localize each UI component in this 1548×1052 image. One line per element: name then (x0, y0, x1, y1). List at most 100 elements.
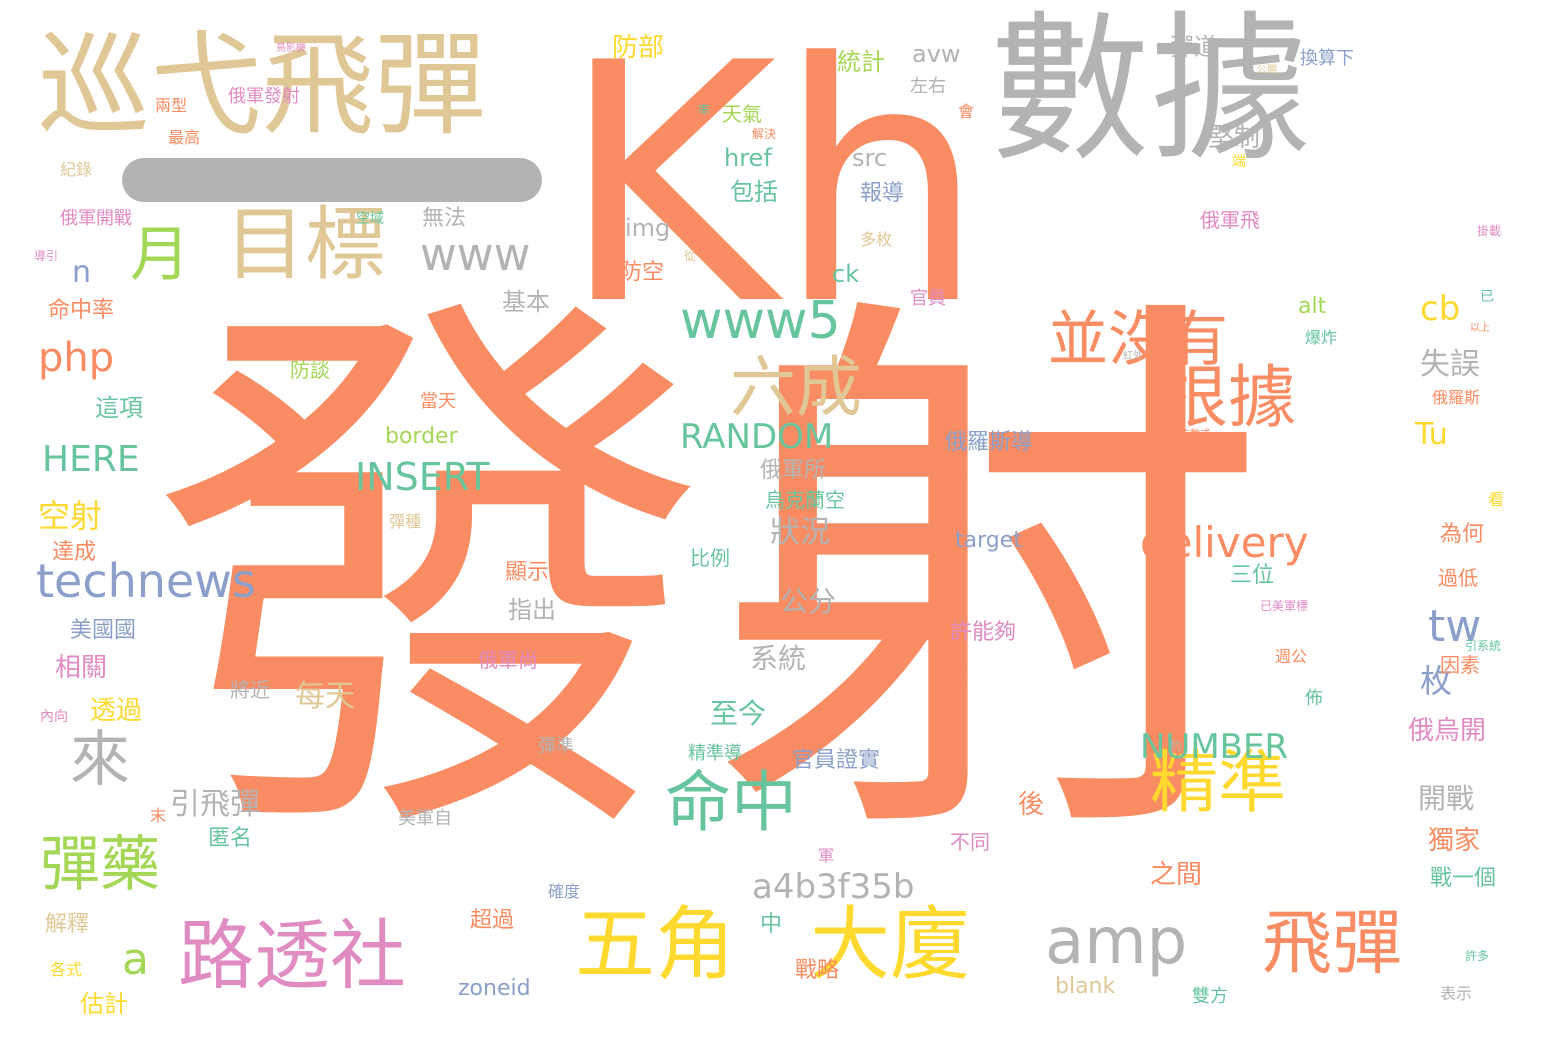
word-60: border (385, 424, 458, 449)
word-74: 顯示 (505, 560, 550, 585)
word-131: 末 (150, 806, 167, 825)
word-37: 換算下 (1300, 48, 1354, 69)
word-122: 已 (1480, 289, 1494, 305)
word-44: 包括 (730, 178, 778, 206)
word-30: a (122, 934, 149, 985)
word-26: a4b3f35b (752, 867, 915, 907)
word-2: 數據 (990, 0, 1311, 183)
word-84: 將近 (230, 678, 270, 702)
word-141: 鳥影機 (276, 43, 306, 54)
word-110: 估計 (80, 990, 128, 1018)
word-83: 每天 (295, 679, 355, 714)
word-120: 解決 (752, 127, 777, 141)
word-31: n (72, 255, 92, 290)
word-88: 因素 (1440, 653, 1480, 677)
word-90: 俄烏開 (1408, 716, 1487, 746)
word-123: 看 (1488, 490, 1505, 509)
word-135: 以上 (1470, 323, 1490, 334)
word-52: 基本 (502, 288, 550, 316)
word-14: 精準 (1150, 744, 1287, 823)
word-47: img (625, 214, 671, 242)
word-116: 紀錄 (60, 160, 93, 179)
word-18: 大廈 (810, 898, 970, 991)
word-134: 掛載 (1477, 224, 1502, 238)
word-104: 解釋 (45, 912, 90, 937)
word-35: avw (912, 40, 961, 68)
word-45: 報導 (860, 181, 905, 206)
word-68: target (955, 528, 1022, 553)
word-89: 官員證實 (792, 748, 881, 773)
word-15: 彈藥 (40, 830, 160, 900)
word-51: ck (832, 260, 860, 288)
word-5: 目標 (225, 198, 385, 291)
word-142: Su (1149, 581, 1165, 595)
word-11: 六成 (730, 349, 862, 426)
word-136: 紅外 (1123, 351, 1143, 362)
word-137: 主動式 (1180, 429, 1210, 440)
word-62: 失誤 (1420, 347, 1480, 382)
word-67: 狀況 (770, 515, 830, 550)
word-96: 後 (1018, 790, 1045, 820)
word-23: INSERT (355, 455, 490, 499)
word-133: 端 (1232, 154, 1246, 170)
word-107: zoneid (458, 976, 531, 1001)
word-73: 比例 (690, 546, 730, 570)
word-108: blank (1055, 974, 1116, 999)
word-53: 官員 (910, 288, 946, 309)
word-72: 過低 (1438, 566, 1478, 590)
word-0: 發射 (150, 254, 1270, 906)
word-12: 來 (70, 725, 130, 795)
word-102: 中 (760, 912, 783, 937)
word-75: 指出 (508, 596, 556, 624)
word-56: 命中率 (48, 298, 115, 323)
word-54: alt (1298, 294, 1327, 319)
word-97: 不同 (950, 830, 990, 854)
word-65: 空射 (38, 497, 103, 535)
word-115: 最高 (168, 128, 201, 147)
word-50: 防空 (620, 260, 665, 285)
word-80: 俄軍尚 (478, 648, 538, 672)
word-78: 美國國 (70, 618, 137, 643)
word-bar-dash (122, 158, 542, 202)
word-140: 公開 (1257, 65, 1277, 76)
word-25: NUMBER (1140, 727, 1289, 767)
word-43: 堅制 (1208, 123, 1261, 153)
word-19: amp (1045, 905, 1188, 979)
word-48: 多枚 (860, 230, 893, 249)
word-55: 爆炸 (1305, 328, 1338, 347)
word-82: 枚 (1420, 662, 1453, 700)
word-118: 會 (958, 102, 975, 121)
word-3: 巡弋飛彈 (38, 21, 486, 151)
word-94: 引飛彈 (170, 787, 260, 822)
word-114: 兩型 (155, 96, 188, 115)
word-46: 無法 (422, 206, 467, 231)
word-8: www5 (680, 291, 841, 351)
word-125: 引系統 (1465, 639, 1502, 653)
word-29: cb (1420, 289, 1461, 329)
word-119: 率 (698, 103, 711, 117)
word-126: 各式 (50, 960, 83, 979)
word-70: 為何 (1440, 522, 1485, 547)
word-59: 當天 (420, 391, 456, 412)
word-57: 這項 (95, 394, 143, 422)
word-58: 防談 (290, 358, 330, 382)
word-77: 許能夠 (950, 620, 1017, 645)
word-132: 許多 (1465, 949, 1490, 963)
word-20: 飛彈 (1262, 902, 1402, 984)
word-9: 並沒有 (1048, 305, 1228, 375)
word-101: 戰一個 (1430, 866, 1497, 891)
word-42: src (852, 144, 888, 172)
word-113: 俄軍發射 (228, 86, 300, 107)
word-33: Tu (1415, 417, 1448, 452)
word-139: 導引 (34, 249, 59, 263)
word-39: 左右 (910, 76, 946, 97)
word-98: 獨家 (1428, 826, 1481, 856)
word-66: 達成 (52, 540, 97, 565)
word-127: 內向 (40, 709, 68, 725)
word-106: 戰略 (795, 958, 840, 983)
word-100: 之間 (1150, 860, 1203, 890)
word-69: 彈種 (389, 512, 422, 531)
word-76: 公分 (780, 585, 837, 618)
word-81: 系統 (750, 642, 807, 675)
